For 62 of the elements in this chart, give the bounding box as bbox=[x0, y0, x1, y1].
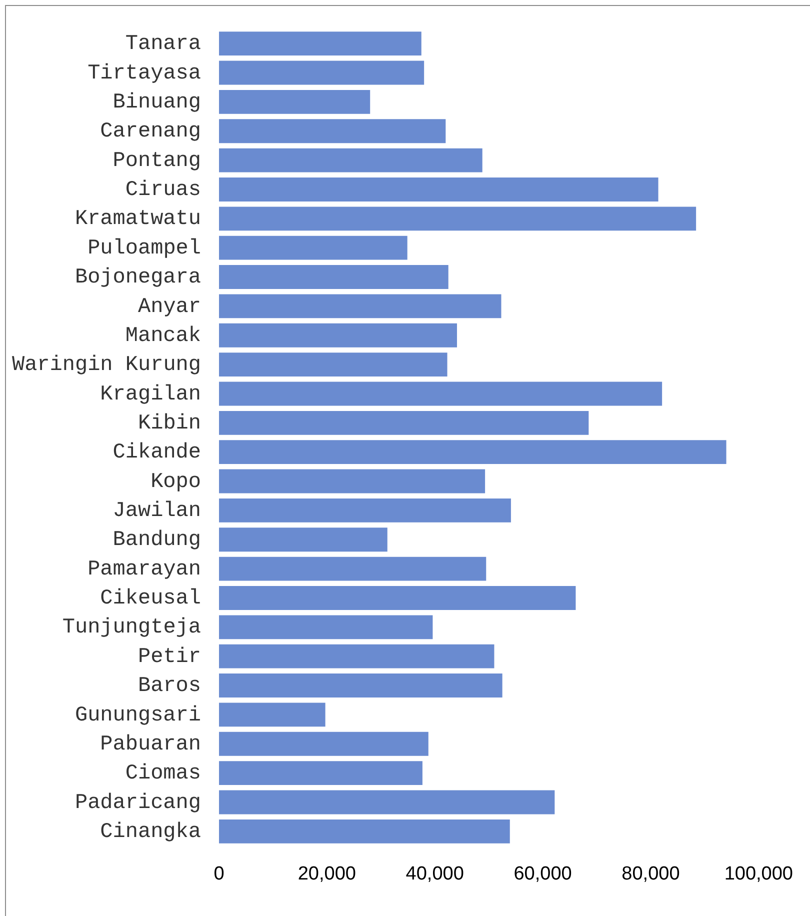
bar bbox=[219, 178, 658, 202]
bar bbox=[219, 323, 457, 348]
y-tick-label: Pontang bbox=[112, 150, 201, 173]
y-tick-label: Jawilan bbox=[112, 500, 201, 524]
bar bbox=[219, 90, 370, 114]
x-tick-label: 100,000 bbox=[724, 864, 794, 885]
y-tick-label: Kopo bbox=[150, 470, 201, 494]
x-tick-label: 0 bbox=[214, 864, 224, 885]
bar bbox=[219, 615, 433, 640]
y-tick-label: Kragilan bbox=[100, 383, 201, 406]
y-tick-label: Pabuaran bbox=[100, 733, 201, 756]
y-tick-label: Bandung bbox=[112, 529, 201, 552]
y-tick-label: Mancak bbox=[125, 324, 201, 348]
y-tick-label: Kramatwatu bbox=[74, 208, 201, 232]
bar bbox=[219, 819, 510, 844]
bar bbox=[219, 440, 726, 464]
bar bbox=[219, 469, 486, 494]
bar bbox=[219, 644, 494, 668]
y-tick-label: Ciomas bbox=[125, 762, 201, 786]
y-tick-label: Carenang bbox=[100, 120, 201, 144]
bar bbox=[219, 294, 502, 318]
y-tick-label: Kibin bbox=[138, 412, 201, 436]
x-tick-label: 60,000 bbox=[514, 864, 572, 885]
bar bbox=[219, 206, 696, 231]
y-tick-label: Tanara bbox=[125, 33, 201, 56]
y-tick-label: Cikeusal bbox=[100, 588, 201, 611]
y-tick-label: Ciruas bbox=[125, 179, 201, 202]
y-tick-label: Bojonegara bbox=[74, 266, 201, 290]
x-tick-label: 80,000 bbox=[622, 864, 680, 885]
y-tick-label: Puloampel bbox=[88, 237, 201, 260]
y-tick-label: Gunungsari bbox=[74, 704, 201, 728]
y-tick-label: Baros bbox=[138, 675, 201, 698]
x-tick-label: 20,000 bbox=[298, 864, 356, 885]
y-tick-label: Pamarayan bbox=[88, 558, 201, 582]
y-tick-label: Cinangka bbox=[100, 820, 201, 844]
bar bbox=[219, 732, 428, 756]
y-tick-label: Padaricang bbox=[74, 792, 201, 815]
y-tick-label: Waringin Kurung bbox=[12, 354, 201, 378]
y-tick-label: Cikande bbox=[112, 442, 201, 465]
x-tick-label: 40,000 bbox=[406, 864, 464, 885]
bar bbox=[219, 148, 482, 172]
bar bbox=[219, 352, 448, 377]
bar bbox=[219, 382, 662, 406]
y-tick-label: Petir bbox=[138, 646, 201, 669]
bar bbox=[219, 586, 576, 610]
bar bbox=[219, 60, 424, 85]
bar bbox=[219, 761, 422, 786]
bar bbox=[219, 119, 446, 144]
bar bbox=[219, 265, 448, 289]
bar bbox=[219, 528, 388, 552]
bar bbox=[219, 674, 502, 698]
bar bbox=[219, 702, 326, 727]
bar bbox=[219, 32, 422, 56]
y-tick-label: Tunjungteja bbox=[62, 616, 201, 640]
bar bbox=[219, 410, 589, 435]
y-tick-label: Anyar bbox=[138, 296, 201, 319]
bar bbox=[219, 236, 408, 260]
y-tick-label: Binuang bbox=[112, 92, 201, 115]
bar bbox=[219, 498, 511, 522]
bar bbox=[219, 556, 486, 581]
y-tick-label: Tirtayasa bbox=[88, 62, 201, 86]
bar bbox=[219, 790, 555, 814]
